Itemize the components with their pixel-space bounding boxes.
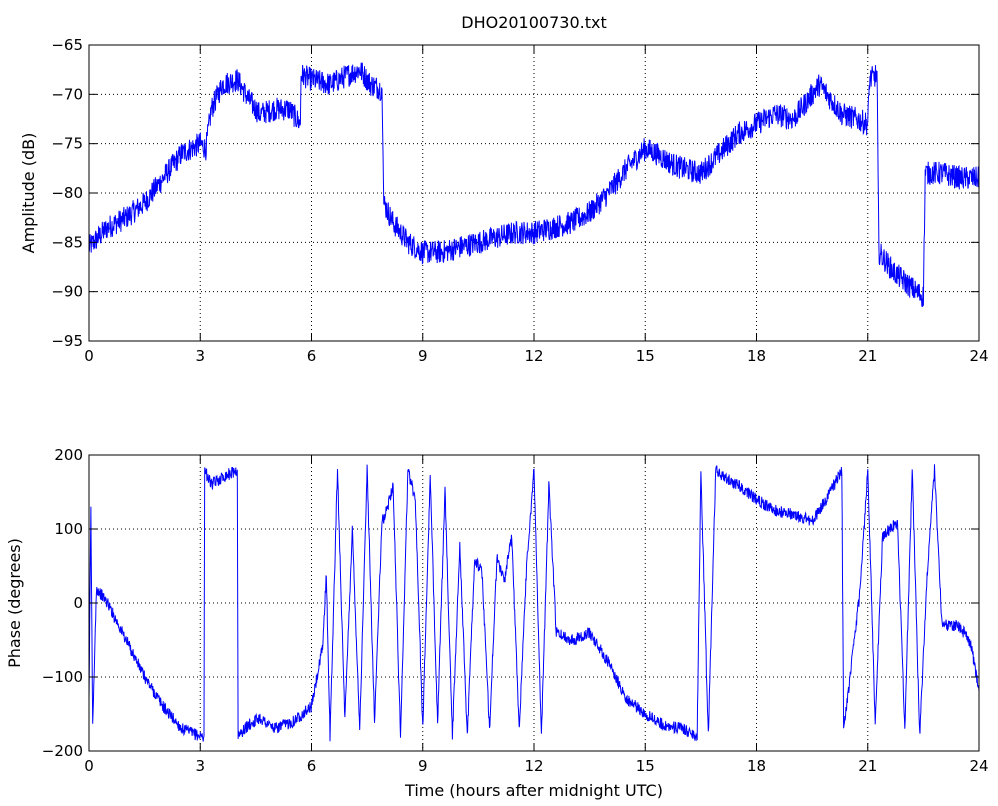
amplitude-xtick-label: 21 xyxy=(858,347,877,365)
phase-xtick-label: 15 xyxy=(636,757,655,775)
phase-xtick-label: 6 xyxy=(307,757,317,775)
phase-panel: 0 3 6 9 12 15 18 21 24 200 100 0 −100 −200 Phase (deg… xyxy=(5,446,989,800)
amplitude-xtick-label: 9 xyxy=(418,347,428,365)
amplitude-ytick-label: −70 xyxy=(51,85,83,103)
amplitude-xtick-label: 24 xyxy=(969,347,988,365)
amplitude-ytick-label: −65 xyxy=(51,36,83,54)
phase-xtick-label: 9 xyxy=(418,757,428,775)
phase-ytick-label: −200 xyxy=(42,742,83,760)
amplitude-xtick-label: 3 xyxy=(195,347,205,365)
phase-xtick-label: 0 xyxy=(84,757,94,775)
phase-series-line xyxy=(88,464,980,742)
time-xlabel: Time (hours after midnight UTC) xyxy=(404,781,663,800)
amplitude-ylabel: Amplitude (dB) xyxy=(19,133,38,254)
phase-xtick-label: 21 xyxy=(858,757,877,775)
amplitude-ytick-label: −80 xyxy=(51,184,83,202)
amplitude-panel: 0 3 6 9 12 15 18 21 24 −65 −70 −75 −80 −85 −90 −95 DHO2… xyxy=(19,13,989,365)
amplitude-ytick-label: −85 xyxy=(51,233,83,251)
phase-ylabel: Phase (degrees) xyxy=(5,538,24,668)
amplitude-ytick-label: −75 xyxy=(51,135,83,153)
amplitude-xtick-label: 6 xyxy=(307,347,317,365)
amplitude-xtick-label: 15 xyxy=(636,347,655,365)
phase-ytick-label: −100 xyxy=(42,668,83,686)
chart-title: DHO20100730.txt xyxy=(461,13,606,32)
phase-ytick-label: 0 xyxy=(73,594,83,612)
phase-xtick-label: 3 xyxy=(195,757,205,775)
amplitude-xtick-label: 12 xyxy=(524,347,543,365)
phase-ytick-label: 200 xyxy=(54,446,83,464)
amplitude-grid xyxy=(89,45,979,341)
amplitude-series-line xyxy=(88,62,980,307)
phase-ytick-label: 100 xyxy=(54,520,83,538)
phase-xtick-label: 24 xyxy=(969,757,988,775)
phase-xtick-label: 18 xyxy=(747,757,766,775)
phase-xtick-label: 12 xyxy=(524,757,543,775)
amplitude-ytick-label: −95 xyxy=(51,332,83,350)
amplitude-ticks: 0 3 6 9 12 15 18 21 24 −65 −70 −75 −80 −85 −90 −95 xyxy=(51,36,988,365)
amplitude-xtick-label: 18 xyxy=(747,347,766,365)
amplitude-xtick-label: 0 xyxy=(84,347,94,365)
phase-ticks: 0 3 6 9 12 15 18 21 24 200 100 0 −100 −200 xyxy=(42,446,989,775)
amplitude-ytick-label: −90 xyxy=(51,283,83,301)
